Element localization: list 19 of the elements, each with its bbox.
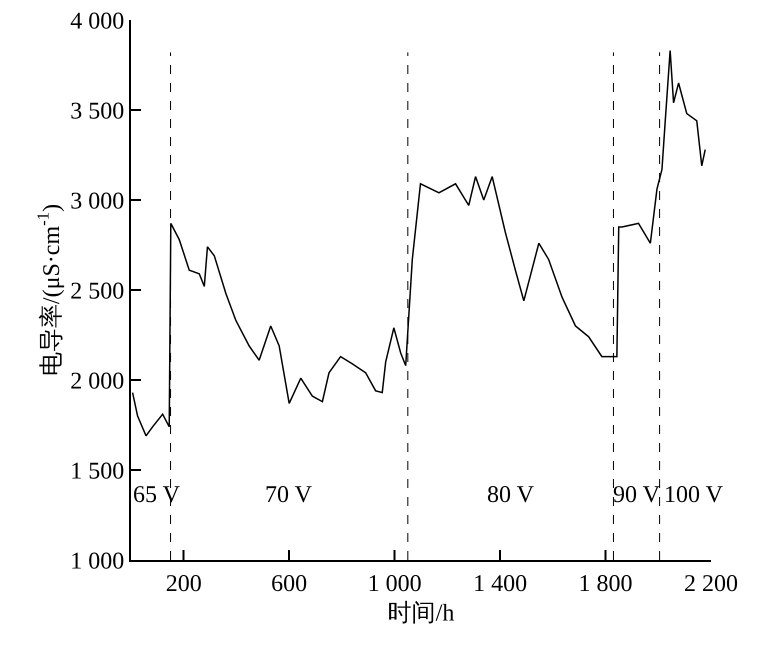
y-tick-label: 1 000 — [70, 548, 124, 574]
x-axis-title: 时间/h — [388, 600, 454, 627]
annotation: 80 V — [487, 482, 535, 508]
annotation: 100 V — [664, 482, 724, 508]
annotation: 65 V — [133, 482, 181, 508]
x-tick-label: 2 200 — [684, 570, 738, 597]
x-tick-label: 1 000 — [368, 570, 422, 597]
x-tick-label: 600 — [271, 570, 308, 597]
y-tick-label: 1 500 — [70, 458, 124, 484]
annotation: 70 V — [265, 482, 313, 508]
y-tick-label: 3 500 — [70, 98, 124, 124]
annotation: 90 V — [613, 482, 661, 508]
y-tick-label: 3 000 — [70, 188, 124, 214]
y-tick-label: 4 000 — [70, 8, 124, 34]
y-tick-label: 2 500 — [70, 278, 124, 304]
x-tick-label: 1 800 — [578, 570, 633, 597]
y-tick-label: 2 000 — [70, 368, 124, 394]
x-tick-label: 200 — [166, 570, 202, 597]
x-tick-label: 1 400 — [473, 570, 528, 597]
